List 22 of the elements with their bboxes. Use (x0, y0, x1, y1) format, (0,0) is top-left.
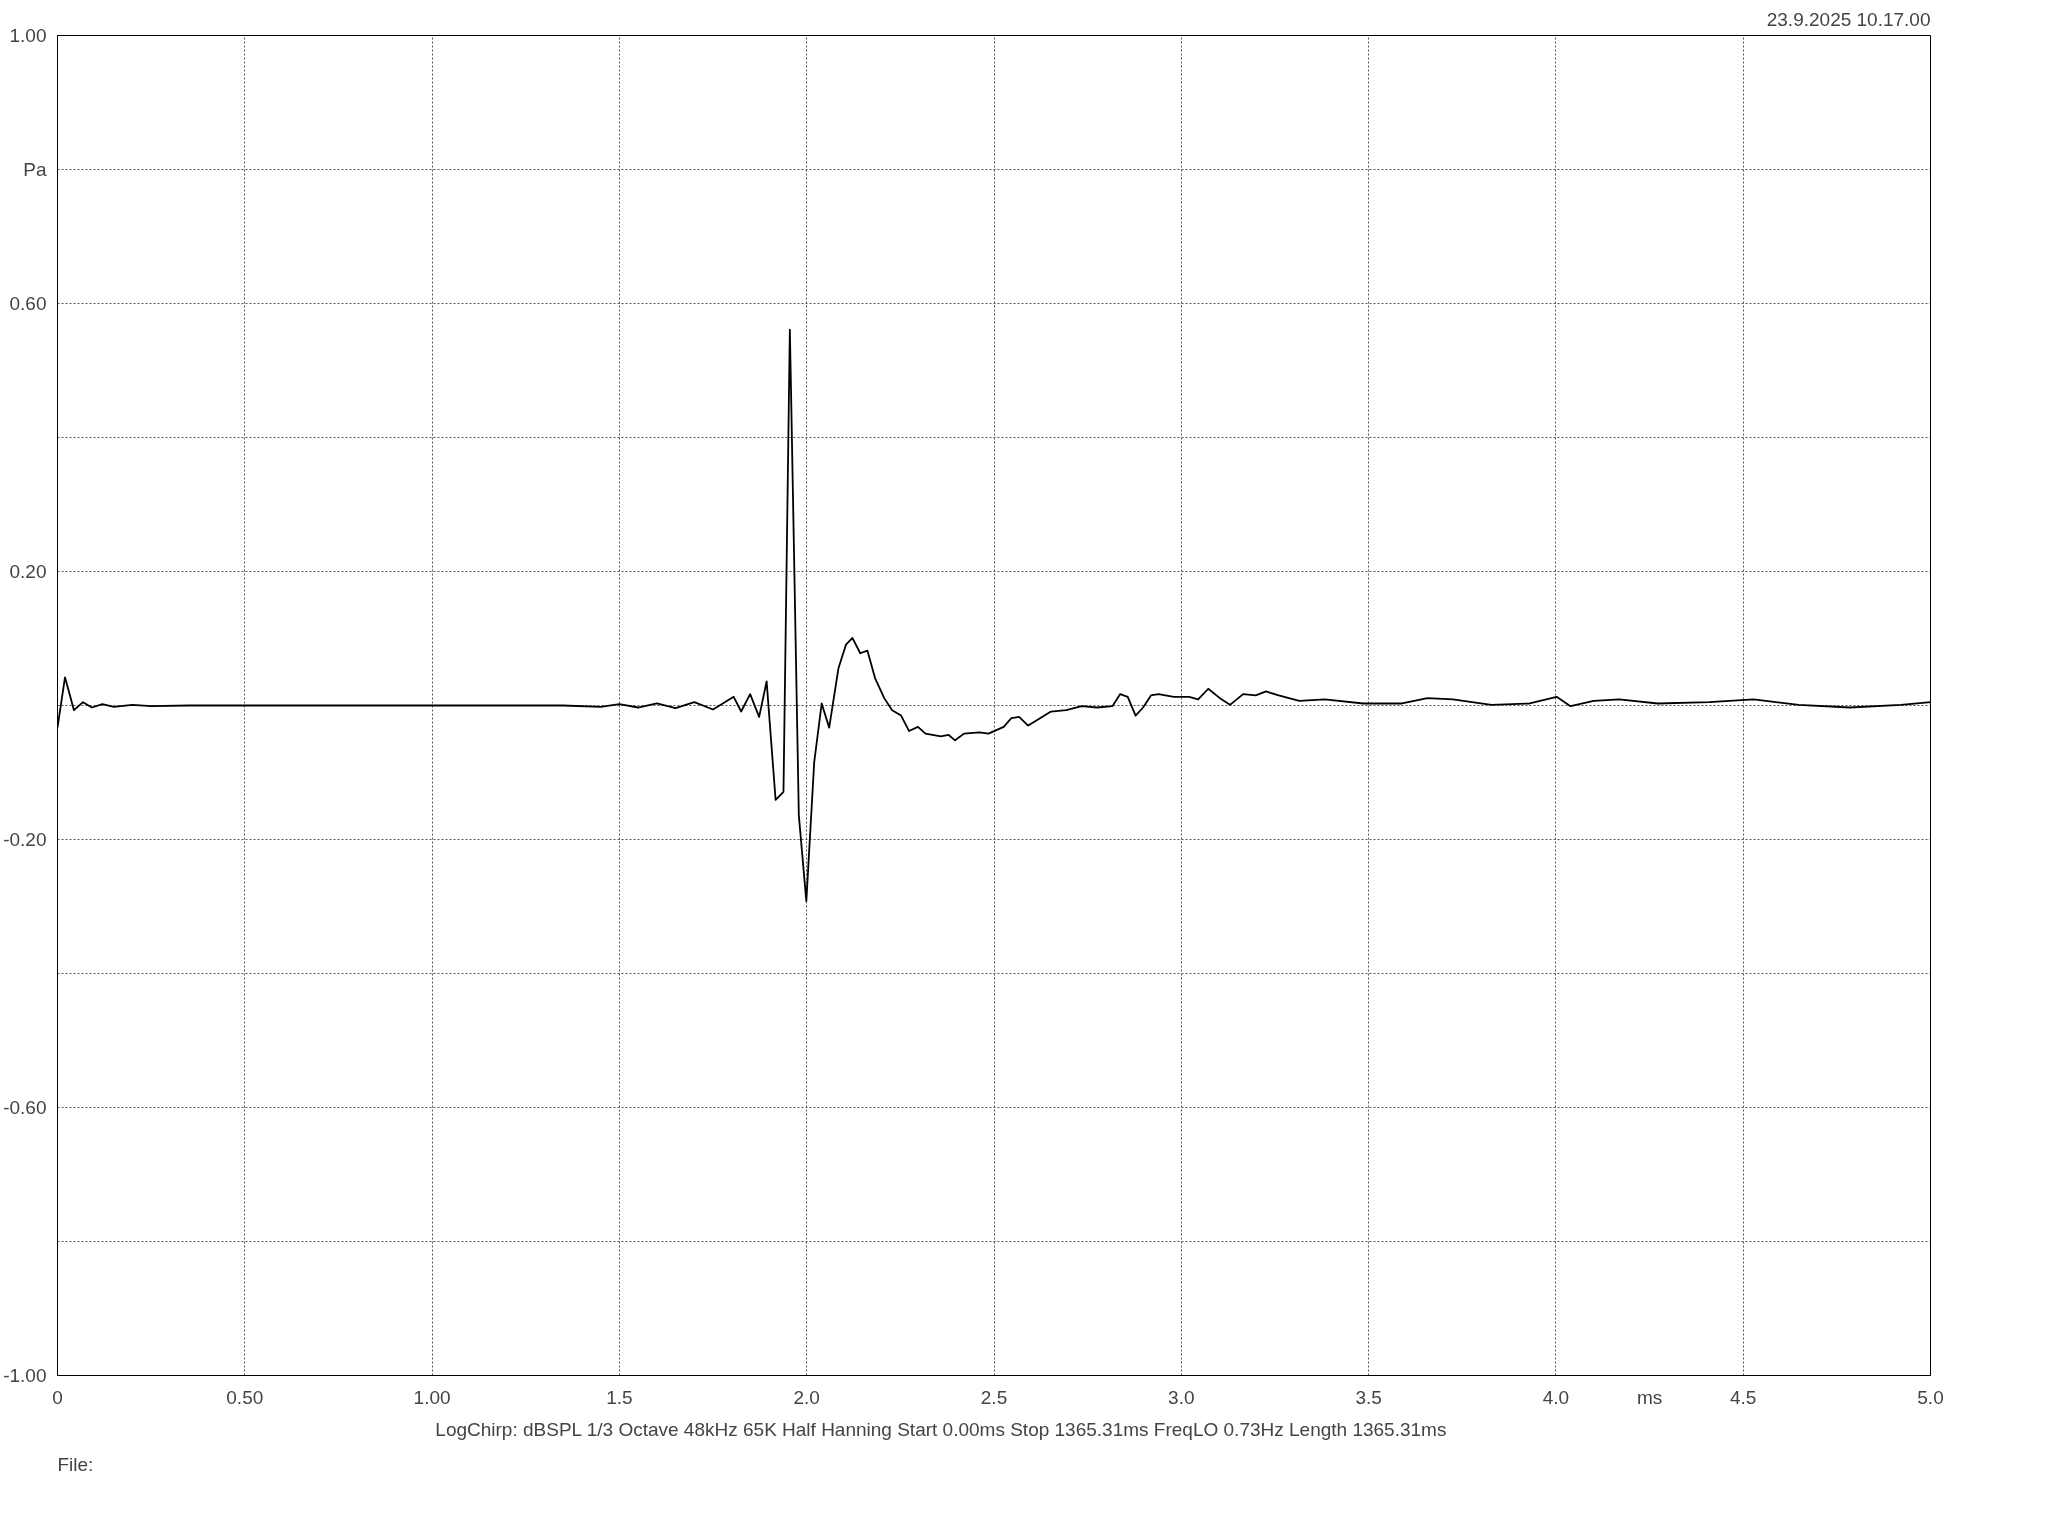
text: File: (57, 1453, 94, 1475)
x-axis-title: ms (1636, 1386, 1663, 1408)
y-tick-label: 0.60 (9, 293, 47, 314)
x-tick-label: 1.5 (606, 1386, 633, 1408)
x-tick-label: 4.0 (1542, 1386, 1570, 1408)
y-tick-label: -0.20 (3, 829, 47, 850)
y-axis-title: Pa (23, 159, 47, 180)
text: LogChirp: dBSPL 1/3 Octave 48kHz 65K Half Hanning Start 0.00ms Stop 1365.31ms FreqLO 0.73Hz Length 1365.31ms (435, 1418, 1447, 1440)
x-tick-label: 0 (52, 1386, 63, 1408)
x-tick-label: 3.5 (1355, 1386, 1382, 1408)
y-tick-label: -1.00 (3, 1365, 47, 1386)
x-tick-label: 2.5 (980, 1386, 1008, 1408)
x-tick-label: 1.00 (413, 1386, 451, 1408)
x-tick-label: 4.5 (1729, 1386, 1757, 1408)
x-tick-label: 3.0 (1168, 1386, 1195, 1408)
x-tick-label: 5.0 (1917, 1386, 1944, 1408)
text: 23.9.2025 10.17.00 (1766, 8, 1931, 30)
y-tick-label: 0.20 (9, 561, 47, 582)
x-tick-label: 0.50 (226, 1386, 264, 1408)
x-tick-label: 2.0 (793, 1386, 820, 1408)
y-tick-label: -0.60 (3, 1097, 47, 1118)
y-tick-label: 1.00 (9, 25, 47, 46)
